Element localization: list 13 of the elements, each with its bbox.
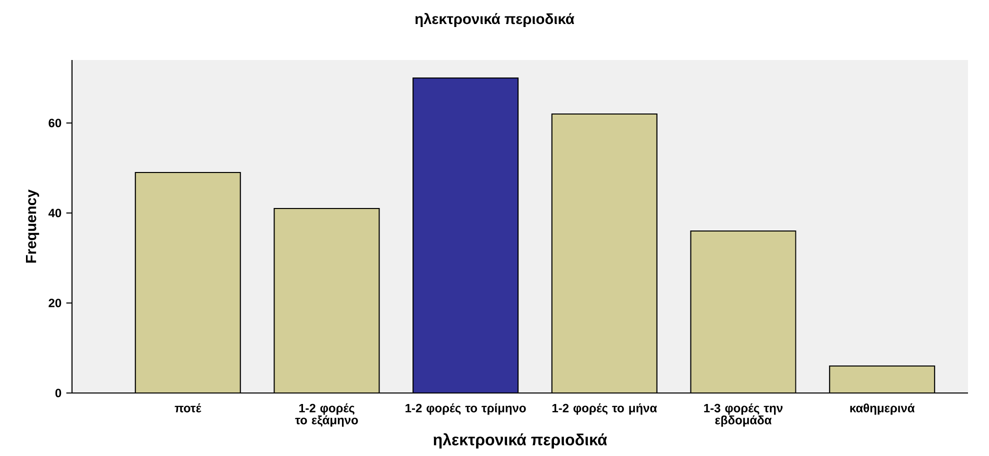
y-tick-label: 20: [48, 298, 62, 308]
x-tick-label: 1-2 φορές το μήνα: [552, 403, 657, 415]
x-axis-title: ηλεκτρονικά περιοδικά: [434, 433, 608, 449]
y-tick-label: 60: [48, 118, 62, 128]
chart-title: ηλεκτρονικά περιοδικά: [415, 12, 574, 28]
x-tick-label: 1-2 φορές το εξάμηνο: [295, 403, 358, 427]
x-tick-label: 1-3 φορές την εβδομάδα: [704, 403, 783, 427]
x-tick-label: 1-2 φορές το τρίμηνο: [406, 403, 526, 415]
y-axis-title: Frequency: [26, 189, 40, 263]
x-tick-label: ποτέ: [174, 403, 202, 412]
y-tick-label: 40: [48, 208, 62, 218]
x-tick-label: καθημερινά: [850, 403, 915, 415]
y-tick-label: 0: [55, 388, 62, 398]
